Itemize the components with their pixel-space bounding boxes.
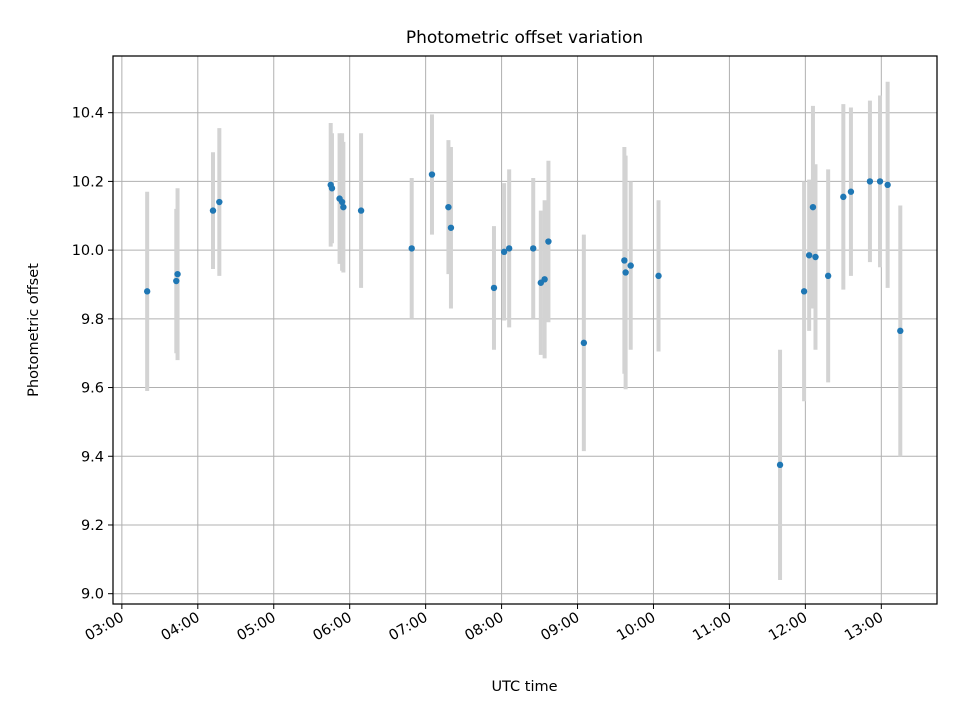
y-tick-label: 10.0 [72, 243, 104, 259]
data-point [655, 272, 662, 280]
data-point [800, 288, 808, 295]
y-tick-label: 10.4 [72, 106, 104, 122]
data-point [216, 198, 223, 206]
data-point [173, 277, 180, 285]
data-point [809, 203, 817, 211]
y-axis-label: Photometric offset [26, 263, 42, 397]
data-point [884, 181, 891, 189]
data-point [622, 269, 629, 276]
data-point [408, 245, 415, 252]
y-axis: 9.0 9.2 9.4 9.6 9.8 10.0 10.2 10.4 [72, 106, 113, 603]
data-points [143, 171, 904, 469]
x-axis-label: UTC time [491, 679, 557, 695]
y-tick-label: 10.2 [72, 174, 104, 190]
data-point [505, 245, 513, 252]
data-point [428, 171, 436, 178]
data-point [580, 339, 588, 347]
plot-frame [112, 55, 938, 605]
chart-title: Photometric offset variation [406, 28, 643, 48]
data-point [541, 276, 548, 283]
data-point [490, 284, 498, 292]
data-point [847, 188, 855, 195]
data-point [530, 245, 537, 252]
y-tick-label: 9.6 [81, 381, 104, 397]
data-point [897, 327, 904, 335]
data-point [621, 257, 628, 264]
data-point [447, 224, 455, 231]
data-point [805, 252, 813, 259]
data-point [824, 272, 832, 280]
y-tick-label: 9.2 [81, 518, 104, 534]
data-point [776, 461, 784, 469]
data-point [627, 262, 634, 269]
data-point [338, 198, 346, 206]
data-point [876, 178, 884, 185]
data-point [812, 253, 819, 261]
data-point [840, 193, 847, 201]
y-tick-label: 9.8 [81, 312, 104, 328]
data-point [866, 178, 874, 185]
y-tick-label: 9.4 [81, 449, 104, 465]
data-point [174, 270, 181, 278]
data-point [445, 203, 452, 211]
data-point [340, 203, 347, 211]
data-point [500, 248, 508, 256]
data-point [143, 288, 151, 295]
data-point [545, 238, 552, 245]
data-point [209, 207, 217, 214]
data-point [357, 207, 365, 214]
y-tick-label: 9.0 [81, 587, 104, 603]
data-point [328, 185, 336, 192]
